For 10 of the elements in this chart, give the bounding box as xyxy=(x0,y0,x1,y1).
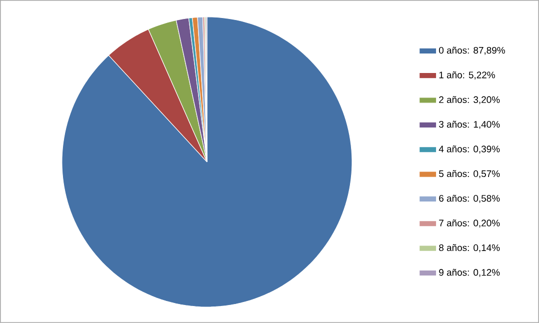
legend-label: 5 años: 0,57% xyxy=(439,170,500,178)
legend-label: 4 años: 0,39% xyxy=(438,146,500,154)
legend-label: 6 años: 0,58% xyxy=(439,194,500,203)
legend-label: 2 años: 3,20% xyxy=(439,96,500,104)
legend-label: 1 año: 5,22% xyxy=(439,71,495,80)
legend-label: 7 años: 0,20% xyxy=(439,220,500,228)
legend-label: 8 años: 0,14% xyxy=(439,244,500,252)
legend-label: 9 años: 0,12% xyxy=(439,268,500,277)
legend-label: 3 años: 1,40% xyxy=(439,120,500,129)
legend-label: 0 años: 87,89% xyxy=(439,46,505,55)
